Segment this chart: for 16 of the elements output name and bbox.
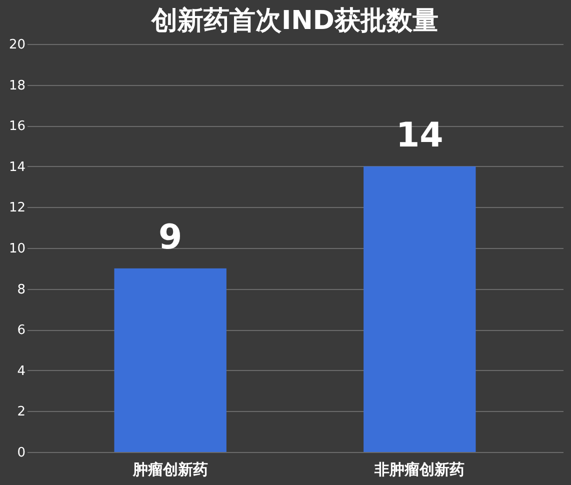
x-tick-label: 肿瘤创新药 [132,460,208,478]
y-tick-label: 18 [8,78,26,94]
y-tick-label: 2 [17,404,26,420]
y-tick-label: 8 [17,282,26,298]
data-label: 9 [158,217,182,258]
x-tick-label: 非肿瘤创新药 [374,460,465,478]
y-tick-label: 10 [8,242,26,256]
y-tick-label: 20 [8,38,26,52]
y-tick-label: 0 [17,446,26,460]
y-tick-label: 14 [8,160,26,175]
y-tick-label: 16 [8,119,26,134]
chart-title: 创新药首次IND获批数量 [150,6,439,36]
data-label: 14 [396,115,444,156]
y-tick-label: 6 [17,323,26,338]
y-tick-label: 12 [8,200,26,216]
y-tick-label: 4 [17,364,26,379]
